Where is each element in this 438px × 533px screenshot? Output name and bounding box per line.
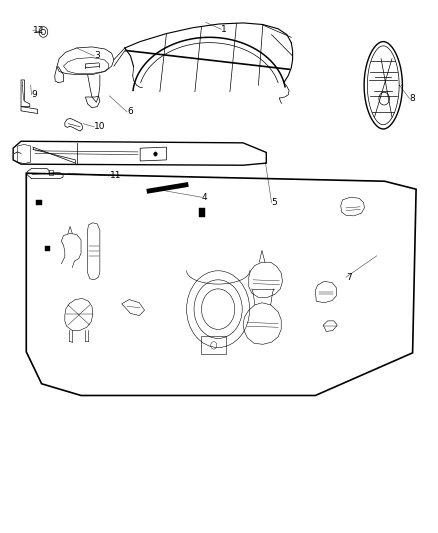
Circle shape [154,152,157,156]
Text: 7: 7 [346,273,352,281]
Text: 10: 10 [94,123,106,131]
Text: 5: 5 [272,198,277,207]
Bar [45,246,50,251]
Text: 11: 11 [110,172,121,180]
Text: 1: 1 [221,25,227,34]
Bar [36,200,42,205]
Text: 12: 12 [33,26,44,35]
Text: 9: 9 [32,91,37,99]
Bar [199,208,205,217]
Bar [201,336,226,354]
Text: 6: 6 [127,108,133,116]
Text: 4: 4 [201,193,207,201]
Text: 8: 8 [410,94,415,103]
Text: 3: 3 [94,52,100,60]
